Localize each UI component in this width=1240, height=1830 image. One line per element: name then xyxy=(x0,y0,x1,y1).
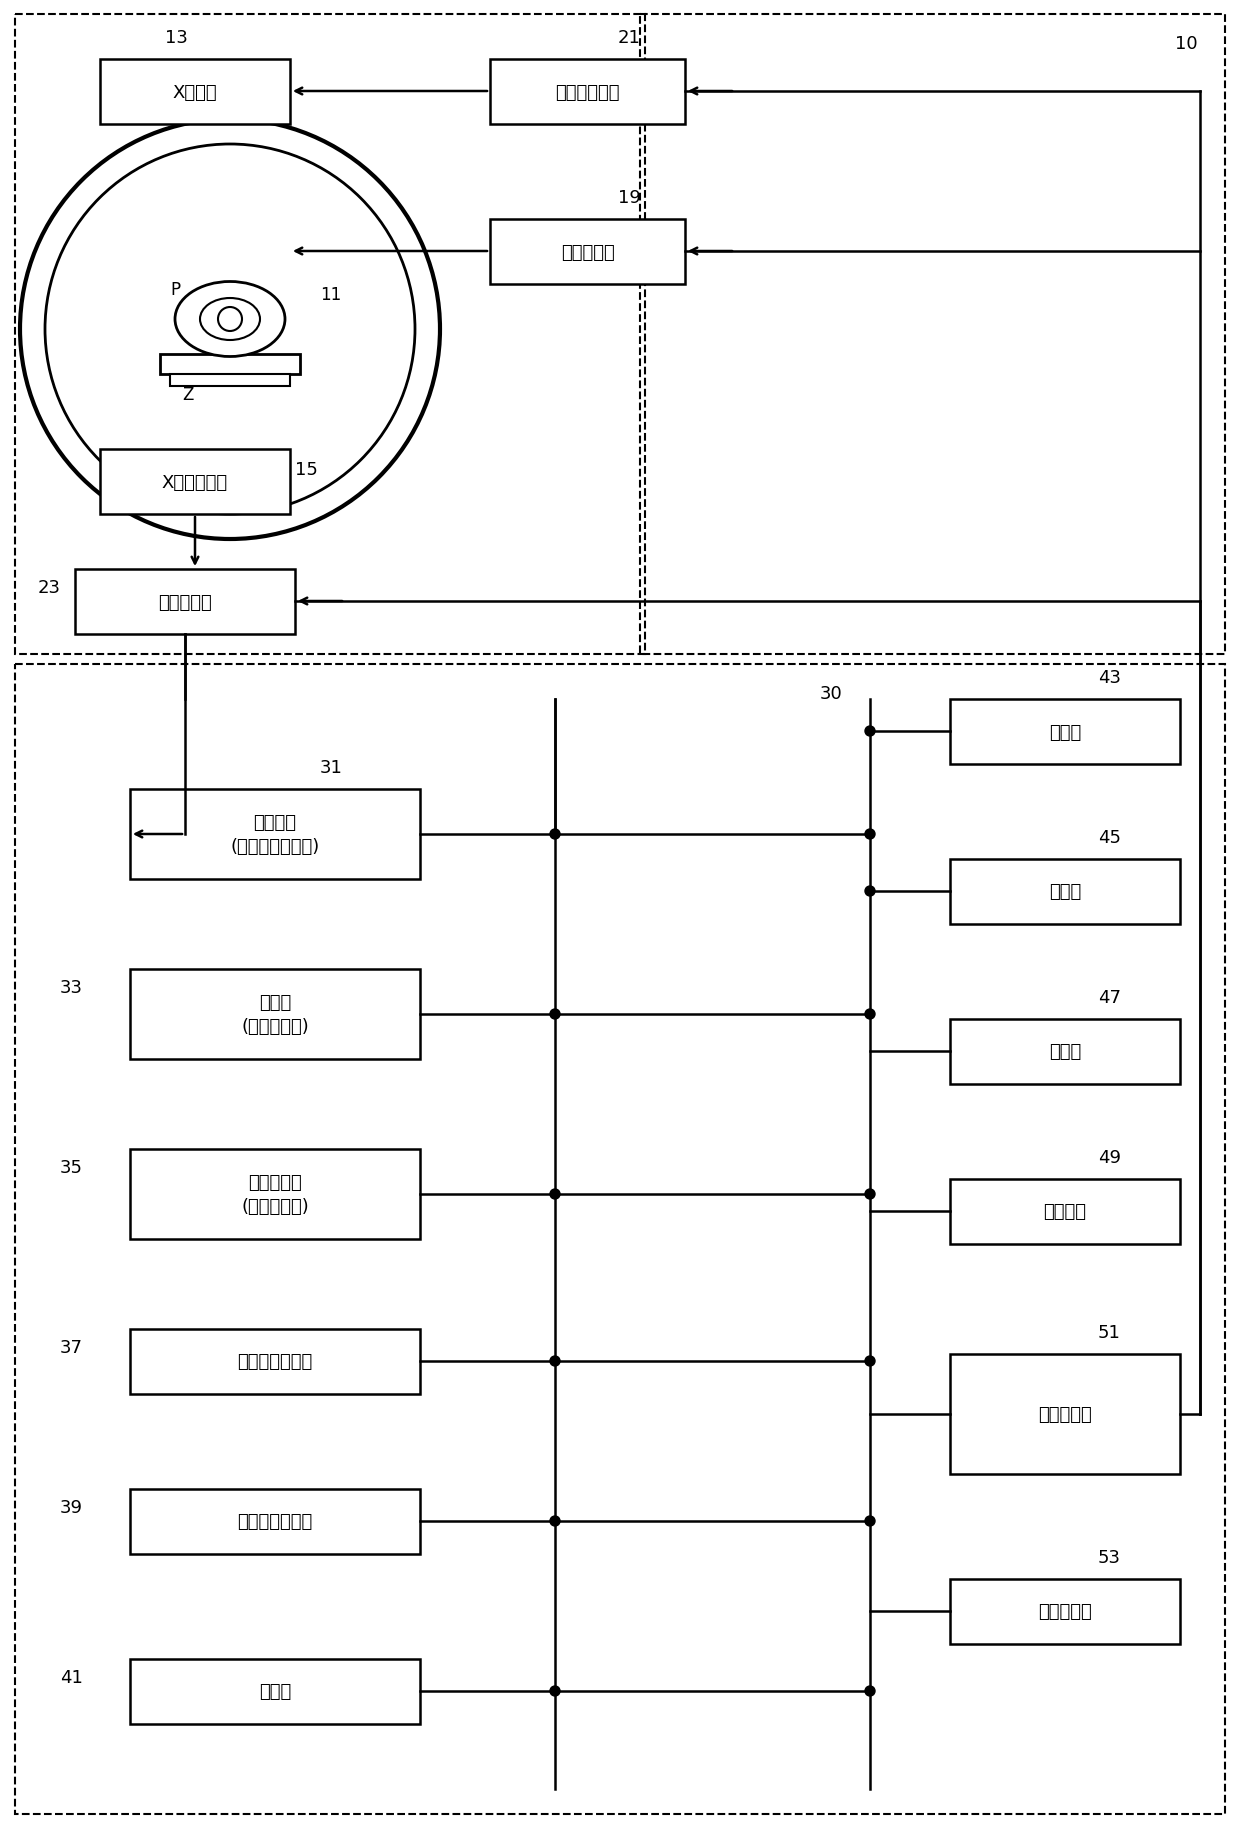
Text: 重建部
(重建校正部): 重建部 (重建校正部) xyxy=(241,994,309,1036)
Bar xyxy=(950,1019,1180,1085)
Circle shape xyxy=(866,1190,875,1199)
Bar xyxy=(100,60,290,124)
Bar xyxy=(640,15,1225,655)
Ellipse shape xyxy=(175,282,285,357)
Circle shape xyxy=(866,1517,875,1526)
Text: 操作部: 操作部 xyxy=(1049,1043,1081,1061)
Bar xyxy=(130,789,420,880)
Bar xyxy=(130,1329,420,1394)
Circle shape xyxy=(45,145,415,514)
Circle shape xyxy=(866,829,875,840)
Text: 49: 49 xyxy=(1097,1149,1121,1166)
Bar xyxy=(950,860,1180,924)
Text: 33: 33 xyxy=(60,979,83,997)
Bar xyxy=(15,15,645,655)
Text: 39: 39 xyxy=(60,1499,83,1517)
Circle shape xyxy=(866,727,875,737)
Text: 报知部: 报知部 xyxy=(259,1682,291,1700)
Bar xyxy=(100,450,290,514)
Text: X射线管: X射线管 xyxy=(172,84,217,101)
Bar xyxy=(130,1490,420,1554)
Text: 11: 11 xyxy=(320,285,341,304)
Text: 31: 31 xyxy=(320,759,343,776)
Text: 21: 21 xyxy=(618,29,641,48)
Bar xyxy=(130,1149,420,1239)
Circle shape xyxy=(551,1356,560,1367)
Text: 主存储部: 主存储部 xyxy=(1044,1202,1086,1221)
Circle shape xyxy=(551,1010,560,1019)
Bar xyxy=(490,220,684,285)
Text: 前处理部
(原始数据校正部): 前处理部 (原始数据校正部) xyxy=(231,814,320,855)
Text: 35: 35 xyxy=(60,1158,83,1177)
Circle shape xyxy=(866,1356,875,1367)
Text: 30: 30 xyxy=(820,684,843,703)
Circle shape xyxy=(866,1010,875,1019)
Text: 15: 15 xyxy=(295,461,317,479)
Circle shape xyxy=(551,829,560,840)
Text: 41: 41 xyxy=(60,1669,83,1685)
Text: 10: 10 xyxy=(1176,35,1198,53)
Circle shape xyxy=(551,1517,560,1526)
Text: 53: 53 xyxy=(1097,1548,1121,1566)
Text: 45: 45 xyxy=(1097,829,1121,847)
Bar xyxy=(950,1354,1180,1475)
Text: 图像处理部
(图像校正部): 图像处理部 (图像校正部) xyxy=(241,1173,309,1215)
Ellipse shape xyxy=(200,298,260,340)
Text: 37: 37 xyxy=(60,1338,83,1356)
Bar xyxy=(74,569,295,635)
Bar xyxy=(950,1579,1180,1643)
Circle shape xyxy=(218,307,242,331)
Circle shape xyxy=(866,886,875,897)
Text: X射线检测器: X射线检测器 xyxy=(162,474,228,490)
Text: 校正参数分析部: 校正参数分析部 xyxy=(237,1513,312,1530)
Circle shape xyxy=(20,121,440,540)
Text: 19: 19 xyxy=(618,188,641,207)
Bar xyxy=(170,375,290,386)
Bar xyxy=(950,699,1180,765)
Text: 23: 23 xyxy=(38,578,61,597)
Text: 43: 43 xyxy=(1097,668,1121,686)
Text: 高电压发生部: 高电压发生部 xyxy=(556,84,620,101)
Bar xyxy=(15,664,1225,1814)
Text: 47: 47 xyxy=(1097,988,1121,1007)
Text: 13: 13 xyxy=(165,29,188,48)
Circle shape xyxy=(551,1190,560,1199)
Text: 数据收集部: 数据收集部 xyxy=(159,593,212,611)
Bar xyxy=(160,355,300,375)
Circle shape xyxy=(551,1685,560,1696)
Text: P: P xyxy=(170,280,180,298)
Bar xyxy=(950,1179,1180,1244)
Text: 校正参数存储部: 校正参数存储部 xyxy=(237,1352,312,1371)
Text: 扬声器: 扬声器 xyxy=(1049,884,1081,900)
Bar xyxy=(130,970,420,1060)
Text: Z: Z xyxy=(182,386,193,404)
Text: 51: 51 xyxy=(1097,1323,1121,1341)
Circle shape xyxy=(866,1685,875,1696)
Bar xyxy=(490,60,684,124)
Bar xyxy=(130,1660,420,1724)
Text: 系统控制部: 系统控制部 xyxy=(1038,1603,1092,1621)
Text: 旋转驱动部: 旋转驱动部 xyxy=(560,243,614,262)
Text: 显示部: 显示部 xyxy=(1049,723,1081,741)
Text: 扫描控制部: 扫描控制部 xyxy=(1038,1405,1092,1424)
